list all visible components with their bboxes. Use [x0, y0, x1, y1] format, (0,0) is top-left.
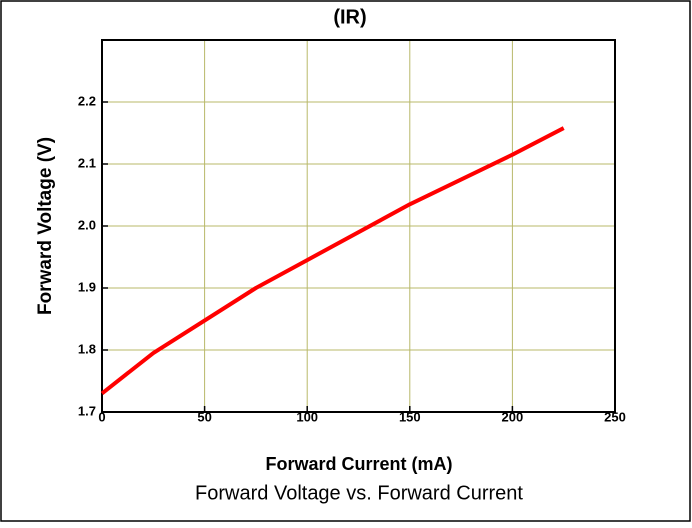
- x-tick-label: 100: [296, 409, 318, 424]
- x-tick-label: 250: [604, 409, 626, 424]
- y-tick-label: 2.0: [78, 217, 96, 232]
- x-tick-label: 50: [197, 409, 211, 424]
- x-tick-label: 0: [98, 409, 105, 424]
- x-tick-label: 200: [502, 409, 524, 424]
- chart-title: (IR): [333, 6, 366, 28]
- y-tick-label: 2.2: [78, 93, 96, 108]
- x-axis-label: Forward Current (mA): [265, 454, 452, 474]
- x-tick-label: 150: [399, 409, 421, 424]
- caption: Forward Voltage vs. Forward Current: [195, 482, 523, 504]
- y-tick-label: 2.1: [78, 155, 96, 170]
- y-axis-label: Forward Voltage (V): [35, 137, 56, 315]
- plot-frame: [101, 39, 616, 413]
- y-tick-label: 1.7: [78, 403, 96, 418]
- y-tick-label: 1.9: [78, 279, 96, 294]
- data-line: [100, 126, 565, 395]
- y-tick-label: 1.8: [78, 341, 96, 356]
